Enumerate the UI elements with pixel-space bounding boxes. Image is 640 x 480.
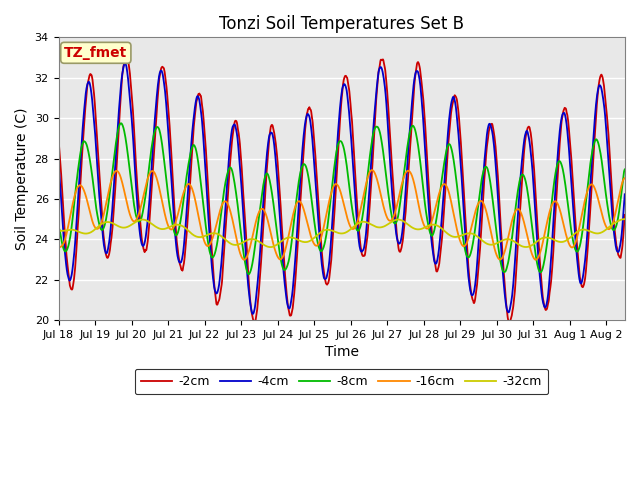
-4cm (621, 192, 628, 197)
-16cm (295, 198, 303, 204)
-4cm (121, 61, 129, 67)
-4cm (122, 61, 130, 67)
-2cm (317, 245, 325, 251)
-8cm (307, 194, 315, 200)
Line: -8cm: -8cm (58, 123, 625, 274)
Line: -32cm: -32cm (58, 219, 625, 247)
-8cm (317, 248, 325, 254)
-2cm (621, 212, 628, 218)
Line: -4cm: -4cm (58, 64, 625, 314)
Title: Tonzi Soil Temperatures Set B: Tonzi Soil Temperatures Set B (219, 15, 464, 33)
-4cm (317, 258, 325, 264)
-4cm (99, 228, 106, 234)
-16cm (99, 217, 106, 223)
-8cm (117, 120, 125, 126)
-32cm (54, 228, 62, 234)
-2cm (378, 57, 385, 63)
-16cm (368, 167, 376, 173)
-2cm (307, 109, 315, 115)
-4cm (54, 165, 62, 171)
-2cm (251, 320, 259, 326)
-32cm (377, 225, 385, 230)
-8cm (122, 137, 130, 143)
-8cm (621, 167, 628, 172)
-16cm (54, 244, 62, 250)
Text: TZ_fmet: TZ_fmet (64, 46, 127, 60)
Y-axis label: Soil Temperature (C): Soil Temperature (C) (15, 108, 29, 250)
-2cm (54, 138, 62, 144)
-16cm (122, 193, 129, 199)
-8cm (99, 227, 106, 233)
-8cm (378, 138, 385, 144)
X-axis label: Time: Time (324, 346, 358, 360)
-16cm (307, 232, 314, 238)
Legend: -2cm, -4cm, -8cm, -16cm, -32cm: -2cm, -4cm, -8cm, -16cm, -32cm (135, 369, 548, 395)
-8cm (54, 225, 62, 231)
-2cm (99, 217, 106, 223)
Line: -2cm: -2cm (58, 57, 625, 323)
-2cm (296, 212, 303, 218)
-8cm (245, 271, 253, 277)
-16cm (532, 257, 540, 263)
-16cm (317, 236, 324, 242)
Line: -16cm: -16cm (58, 170, 625, 260)
-4cm (249, 311, 257, 317)
-4cm (296, 189, 303, 194)
-32cm (621, 216, 628, 222)
-32cm (122, 225, 129, 230)
-32cm (267, 244, 275, 250)
-32cm (307, 238, 315, 243)
-32cm (295, 238, 303, 243)
-16cm (377, 193, 385, 199)
-16cm (621, 175, 628, 181)
-2cm (123, 54, 131, 60)
-4cm (378, 65, 385, 71)
-32cm (317, 229, 325, 235)
-32cm (99, 221, 106, 227)
-8cm (296, 174, 303, 180)
-4cm (307, 126, 315, 132)
-2cm (122, 58, 129, 63)
